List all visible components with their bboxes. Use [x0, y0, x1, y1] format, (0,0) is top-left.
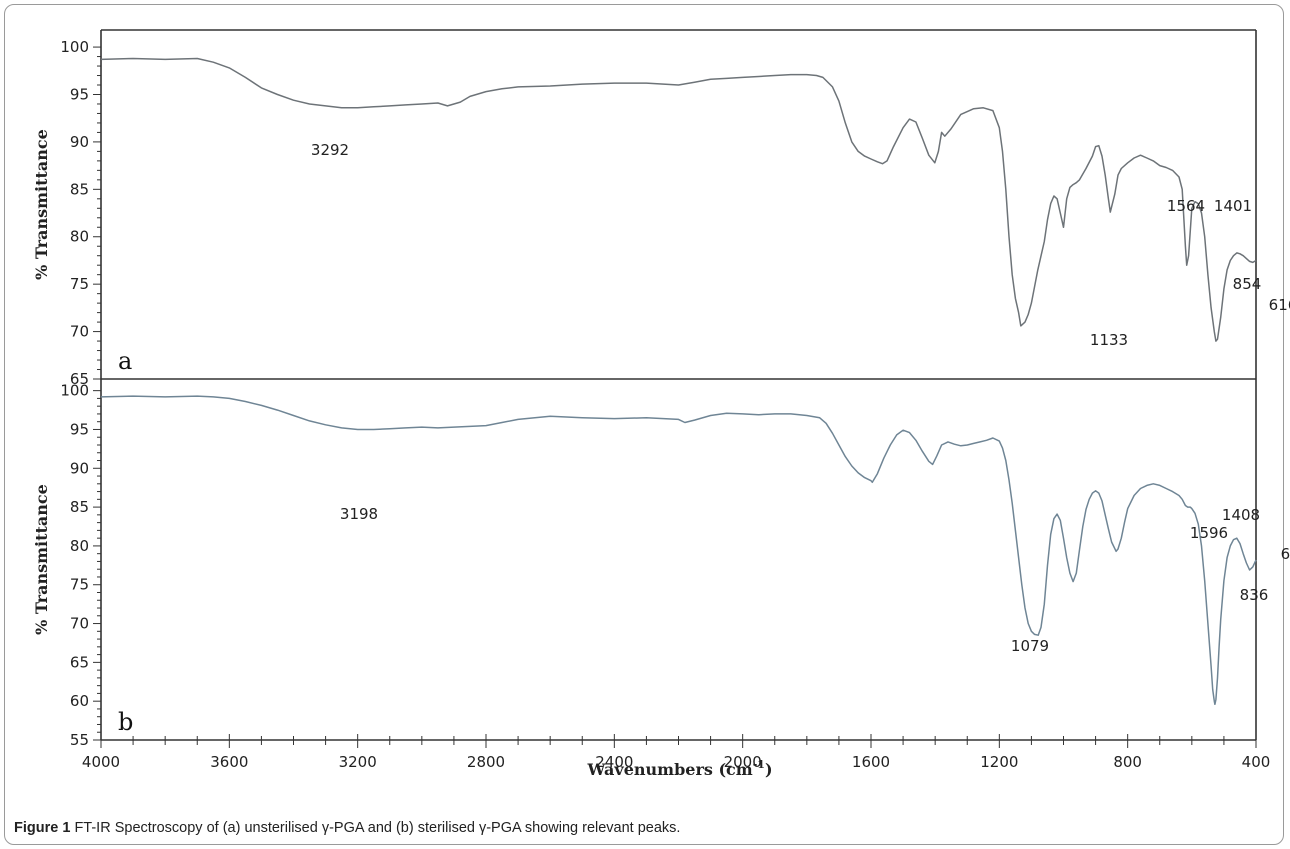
figure-caption: Figure 1 FT-IR Spectroscopy of (a) unste… — [14, 820, 680, 836]
peak-label-1408: 1408 — [1222, 506, 1260, 524]
y-tick-label: 70 — [70, 323, 89, 341]
y-tick-label: 85 — [70, 498, 89, 516]
peak-label-1133: 1133 — [1090, 331, 1128, 349]
y-tick-label: 95 — [70, 85, 89, 103]
y-axis-label-b: % Transmittance — [32, 484, 51, 635]
x-tick-label: 3600 — [210, 753, 248, 771]
panel-label-b: b — [118, 708, 133, 736]
caption-label: Figure 1 — [14, 820, 71, 836]
y-tick-label: 60 — [70, 692, 89, 710]
y-tick-label: 70 — [70, 615, 89, 633]
y-tick-label: 75 — [70, 275, 89, 293]
x-tick-label: 400 — [1242, 753, 1271, 771]
x-tick-label: 2000 — [724, 753, 762, 771]
y-axis-label-a: % Transmittance — [32, 129, 51, 280]
peak-label-613: 613 — [1281, 545, 1290, 563]
x-tick-label: 2400 — [595, 753, 633, 771]
spectrum-line-b — [100, 395, 1257, 706]
x-tick-label: 4000 — [82, 753, 120, 771]
x-tick-label: 3200 — [339, 753, 377, 771]
peak-label-836: 836 — [1240, 586, 1269, 604]
panel-b: 55 60 65 70 75 80 85 90 95 100 % Transmittance b 319… — [32, 379, 1290, 749]
y-tick-label: 65 — [70, 370, 89, 388]
y-tick-label: 90 — [70, 459, 89, 477]
peak-label-3198: 3198 — [340, 505, 378, 523]
peak-label-1564: 1564 — [1167, 197, 1205, 215]
x-tick-label: 800 — [1113, 753, 1142, 771]
y-tick-label: 80 — [70, 228, 89, 246]
y-tick-label: 65 — [70, 653, 89, 671]
y-tick-label: 75 — [70, 576, 89, 594]
y-tick-label: 55 — [70, 731, 89, 749]
x-tick-label: 1200 — [980, 753, 1018, 771]
y-tick-label: 85 — [70, 180, 89, 198]
peak-label-1079: 1079 — [1011, 637, 1049, 655]
peak-label-854: 854 — [1233, 275, 1262, 293]
peak-label-3292: 3292 — [311, 141, 349, 159]
figure-frame — [4, 4, 1284, 845]
y-tick-label: 80 — [70, 537, 89, 555]
y-tick-label: 90 — [70, 133, 89, 151]
x-tick-label: 2800 — [467, 753, 505, 771]
peak-label-1401: 1401 — [1214, 197, 1252, 215]
y-tick-label: 100 — [60, 38, 89, 56]
peak-label-616: 616 — [1269, 296, 1290, 314]
panel-a: 65 70 75 80 85 90 95 100 % Transmittance a 3292 156… — [32, 29, 1290, 388]
spectrum-line-a — [100, 57, 1257, 342]
panel-label-a: a — [118, 347, 132, 375]
x-tick-label: 1600 — [852, 753, 890, 771]
y-tick-label: 100 — [60, 382, 89, 400]
x-axis-label: Wavenumbers (cm-1) — [586, 758, 772, 779]
y-tick-label: 95 — [70, 420, 89, 438]
x-axis: 4000 3600 3200 2800 2400 2000 1600 1200 800 400 Wa… — [82, 734, 1270, 779]
caption-text: FT-IR Spectroscopy of (a) unsterilised γ… — [74, 820, 681, 836]
peak-label-1596: 1596 — [1190, 524, 1228, 542]
